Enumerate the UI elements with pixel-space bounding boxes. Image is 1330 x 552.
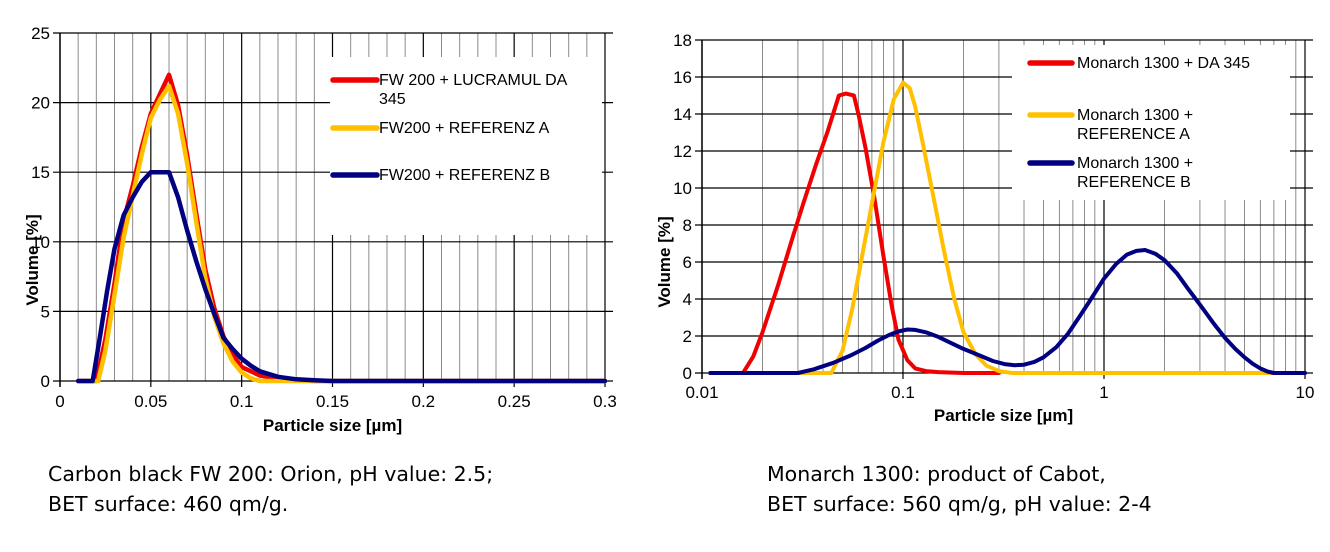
x-axis-title: Particle size [µm] [263, 416, 402, 435]
fw200-caption-line2: BET surface: 460 qm/g. [48, 492, 289, 516]
x-axis-title: Particle size [µm] [934, 406, 1073, 425]
series-line-1 [75, 83, 608, 384]
fw200-chart-block: FW 200 + LUCRAMUL DA 345 FW200 + REFERENZ … [0, 0, 650, 552]
legend-label-0: Monarch 1300 + DA 345 [1077, 55, 1250, 72]
y-tick-label: 14 [673, 105, 692, 124]
y-tick-label: 12 [673, 142, 692, 161]
y-tick-label: 15 [31, 163, 50, 182]
y-axis-title: Volume [%] [23, 214, 42, 305]
series-line-0 [708, 91, 1001, 375]
series-line-2 [708, 248, 1307, 375]
x-tick-label: 0.1 [230, 392, 254, 411]
x-tick-label: 0.25 [498, 392, 531, 411]
legend-label-2: FW200 + REFERENZ B [379, 167, 550, 184]
y-tick-label: 8 [683, 216, 692, 235]
legend-label-1: REFERENCE A [1077, 126, 1190, 143]
y-axis-title: Volume [%] [655, 216, 674, 307]
x-tick-label: 10 [1296, 383, 1315, 402]
legend-label-0: FW 200 + LUCRAMUL DA [379, 72, 568, 89]
monarch1300-chart-block: Monarch 1300 + DA 345 Monarch 1300 + REFER… [650, 0, 1330, 552]
legend-box [330, 57, 602, 235]
legend-label-1: FW200 + REFERENZ A [379, 120, 550, 137]
y-tick-label: 5 [41, 302, 50, 321]
legend-label-0: 345 [379, 91, 406, 108]
y-tick-label: 20 [31, 94, 50, 113]
series-lines [75, 72, 608, 384]
y-tick-label: 10 [673, 179, 692, 198]
monarch1300-caption: Monarch 1300: product of Cabot, BET surf… [650, 459, 1330, 519]
y-tick-label: 0 [683, 364, 692, 383]
legend-label-2: Monarch 1300 + [1077, 155, 1193, 172]
legend-box [1012, 45, 1290, 200]
x-tick-label: 0.1 [891, 383, 915, 402]
fw200-caption: Carbon black FW 200: Orion, pH value: 2.… [0, 459, 650, 519]
y-tick-label: 16 [673, 68, 692, 87]
x-tick-label: 0 [55, 392, 64, 411]
tick-labels: 0.01 0.1 1 10 0 2 4 6 8 10 12 14 16 18 [673, 31, 1314, 402]
series-line-1 [708, 80, 1307, 375]
y-tick-label: 25 [31, 24, 50, 43]
fw200-caption-line1: Carbon black FW 200: Orion, pH value: 2.… [48, 462, 494, 486]
legend: Monarch 1300 + DA 345 Monarch 1300 + REFER… [1012, 45, 1290, 200]
y-tick-label: 10 [31, 233, 50, 252]
series-lines [708, 80, 1307, 375]
y-tick-label: 2 [683, 327, 692, 346]
x-tick-label: 0.15 [316, 392, 349, 411]
series-line-2 [75, 169, 608, 384]
x-tick-label: 1 [1099, 383, 1108, 402]
x-tick-label: 0.05 [134, 392, 167, 411]
x-tick-label: 0.01 [685, 383, 718, 402]
y-tick-label: 6 [683, 253, 692, 272]
y-tick-label: 18 [673, 31, 692, 50]
legend-label-1: Monarch 1300 + [1077, 107, 1193, 124]
y-tick-label: 0 [41, 372, 50, 391]
legend-label-2: REFERENCE B [1077, 174, 1191, 191]
particle-size-chart-fw200: FW 200 + LUCRAMUL DA 345 FW200 + REFERENZ … [23, 24, 617, 435]
particle-size-chart-monarch1300: Monarch 1300 + DA 345 Monarch 1300 + REFER… [655, 31, 1314, 425]
legend: FW 200 + LUCRAMUL DA 345 FW200 + REFERENZ … [330, 57, 602, 235]
monarch1300-caption-line1: Monarch 1300: product of Cabot, [767, 462, 1106, 486]
monarch1300-caption-line2: BET surface: 560 qm/g, pH value: 2-4 [767, 492, 1152, 516]
y-tick-label: 4 [683, 290, 692, 309]
tick-labels: 0 0.05 0.1 0.15 0.2 0.25 0.3 0 5 10 15 20 25 [31, 24, 617, 411]
x-tick-label: 0.3 [593, 392, 617, 411]
x-tick-label: 0.2 [412, 392, 436, 411]
